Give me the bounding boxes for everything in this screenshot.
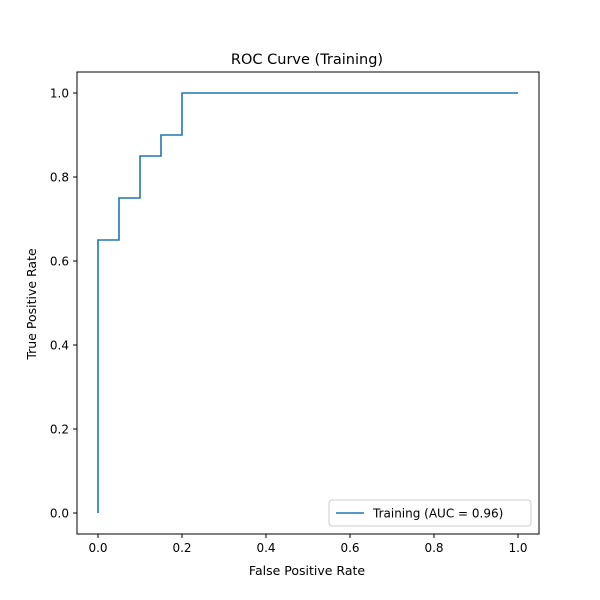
chart-title: ROC Curve (Training) <box>231 52 383 68</box>
y-tick-label: 0.8 <box>50 171 69 185</box>
y-tick-label: 1.0 <box>50 87 69 101</box>
x-tick-label: 1.0 <box>508 541 527 555</box>
legend: Training (AUC = 0.96) <box>328 499 532 527</box>
y-tick-label: 0.4 <box>50 339 69 353</box>
legend-label: Training (AUC = 0.96) <box>372 507 503 521</box>
roc-series-line <box>97 92 518 513</box>
y-tick-label: 0.0 <box>50 507 69 521</box>
series-layer <box>97 92 518 513</box>
plot-area <box>76 71 540 535</box>
y-tick-label: 0.6 <box>50 255 69 269</box>
x-tick-label: 0.8 <box>424 541 443 555</box>
x-tick-label: 0.2 <box>172 541 191 555</box>
y-tick-label: 0.2 <box>50 423 69 437</box>
x-tick-label: 0.4 <box>256 541 275 555</box>
legend-box <box>328 499 532 527</box>
x-axis-label: False Positive Rate <box>249 563 365 578</box>
plot-frame <box>76 71 540 535</box>
axis-ticks: 0.0 0.2 0.4 0.6 0.8 1.0 0.0 0.2 0.4 0.6 0.8 1.0 <box>50 87 528 556</box>
x-tick-label: 0.6 <box>340 541 359 555</box>
x-tick-label: 0.0 <box>88 541 107 555</box>
y-axis-label: True Positive Rate <box>24 248 39 361</box>
